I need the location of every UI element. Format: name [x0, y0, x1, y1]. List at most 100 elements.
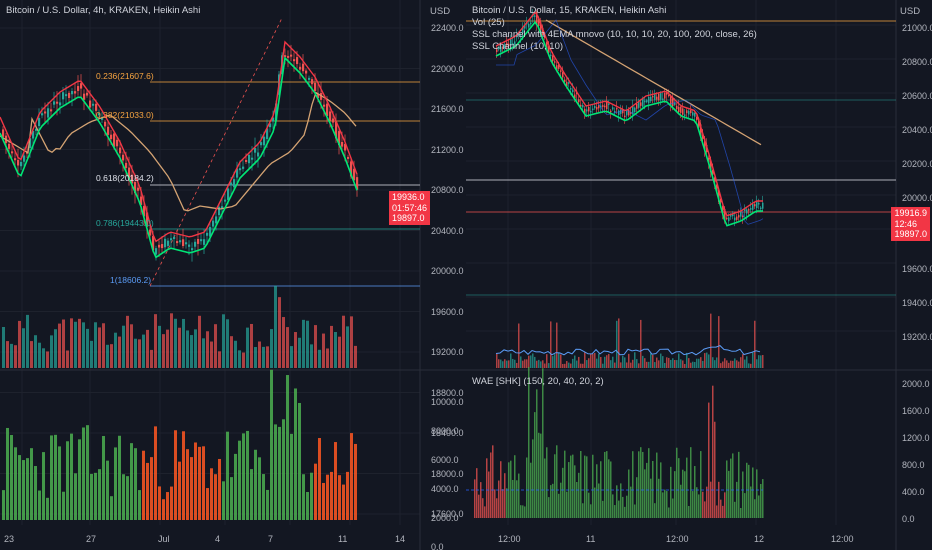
volume-bar: [2, 327, 5, 368]
volume-bar: [592, 353, 594, 368]
volume-bar: [526, 359, 528, 368]
candle: [101, 117, 104, 120]
osc-bar: [662, 492, 664, 518]
chart-pane-left[interactable]: Bitcoin / U.S. Dollar, 4h, KRAKEN, Heiki…: [0, 0, 466, 550]
candle: [329, 111, 332, 121]
candle: [53, 101, 56, 105]
osc-bar: [510, 460, 512, 518]
candle: [640, 102, 642, 106]
volume-bar: [748, 363, 750, 368]
candle: [722, 205, 724, 214]
candle: [344, 144, 347, 151]
candle: [122, 154, 125, 161]
axis-label: 400.0: [902, 487, 925, 497]
osc-bar: [566, 491, 568, 518]
candle: [170, 238, 173, 241]
osc-bar: [744, 493, 746, 518]
volume-bar: [598, 353, 600, 368]
candle: [8, 143, 11, 149]
osc-bar: [494, 489, 496, 518]
axis-label: 19600.0: [431, 306, 464, 317]
osc-bar: [552, 483, 554, 518]
chart-canvas-right[interactable]: [466, 0, 932, 550]
axis-label: 1600.0: [902, 406, 930, 416]
candle: [698, 118, 700, 128]
osc-bar: [218, 458, 221, 520]
volume-bar: [760, 355, 762, 368]
axis-label: 22400.0: [431, 23, 464, 33]
candle: [50, 109, 53, 112]
candle: [137, 187, 140, 191]
candle: [580, 104, 582, 107]
volume-bar: [614, 362, 616, 368]
osc-bar: [752, 467, 754, 518]
candle: [98, 113, 101, 116]
osc-bar: [70, 433, 73, 520]
candle: [642, 97, 644, 107]
candle: [728, 217, 730, 222]
volume-bar: [294, 332, 297, 368]
candle: [744, 207, 746, 212]
osc-bar: [512, 479, 514, 518]
osc-bar: [712, 385, 714, 518]
volume-bar: [262, 346, 265, 368]
volume-bar: [230, 336, 233, 368]
osc-bar: [750, 486, 752, 518]
osc-bar: [262, 474, 265, 520]
osc-bar: [714, 421, 716, 518]
volume-bar: [182, 318, 185, 368]
osc-bar: [600, 461, 602, 518]
candle: [212, 220, 215, 227]
osc-bar: [696, 487, 698, 518]
time-label: 12:00: [666, 534, 689, 544]
axis-label: 20400.0: [902, 125, 932, 135]
volume-bar: [146, 329, 149, 368]
candle: [690, 110, 692, 114]
volume-bar: [114, 332, 117, 368]
candle: [230, 182, 233, 186]
osc-bar: [266, 489, 269, 520]
chart-pane-right[interactable]: Bitcoin / U.S. Dollar, 15, KRAKEN, Heiki…: [466, 0, 932, 550]
osc-bar: [500, 461, 502, 518]
candle: [718, 189, 720, 202]
osc-bar: [62, 491, 65, 520]
chart-canvas-left[interactable]: [0, 0, 466, 550]
candle: [149, 229, 152, 236]
candle: [188, 244, 191, 247]
volume-bar: [572, 358, 574, 368]
osc-bar: [118, 435, 121, 520]
axis-label: 20200.0: [902, 159, 932, 169]
legend-left: Bitcoin / U.S. Dollar, 4h, KRAKEN, Heiki…: [6, 5, 200, 17]
osc-bar: [86, 425, 89, 520]
volume-bar: [672, 358, 674, 368]
osc-bar: [496, 498, 498, 518]
volume-bar: [50, 335, 53, 368]
fib-label-0786: 0.786(19443.0): [96, 218, 154, 228]
candle: [670, 96, 672, 105]
osc-bar: [230, 477, 233, 520]
volume-bar: [198, 315, 201, 368]
candle: [146, 212, 149, 227]
volume-bar: [674, 359, 676, 368]
osc-bar: [518, 473, 520, 518]
candle: [263, 136, 266, 146]
ssl-red-line: [0, 40, 358, 243]
candle: [568, 82, 570, 84]
candle: [20, 161, 23, 167]
volume-bar: [246, 327, 249, 368]
volume-bar: [286, 327, 289, 368]
candle: [173, 236, 176, 240]
volume-bar: [26, 314, 29, 368]
candle: [191, 248, 194, 251]
osc-bar: [724, 492, 726, 518]
time-label: 12:00: [498, 534, 521, 544]
osc-bar: [734, 501, 736, 518]
osc-bar: [674, 471, 676, 518]
osc-bar: [290, 433, 293, 520]
osc-bar: [624, 506, 626, 518]
osc-bar: [282, 419, 285, 520]
volume-bar: [534, 356, 536, 368]
legend-ssl-4ema: SSL channel with 4EMA mnovo (10, 10, 10,…: [472, 29, 757, 40]
volume-bar: [736, 360, 738, 368]
candle: [502, 47, 504, 49]
